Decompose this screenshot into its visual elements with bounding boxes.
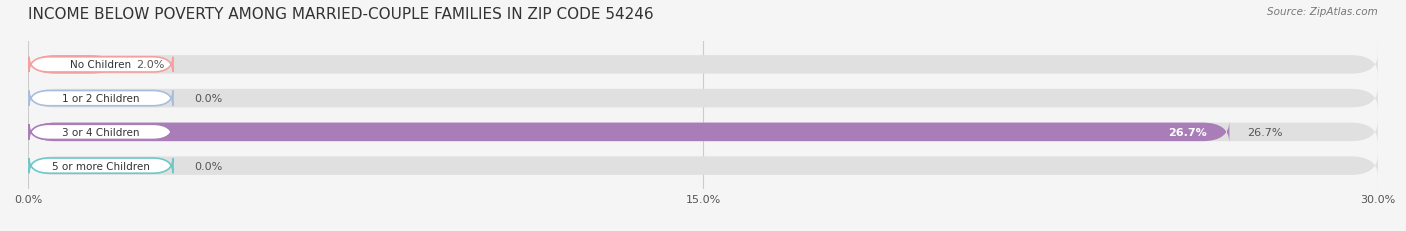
FancyBboxPatch shape [28,54,118,76]
FancyBboxPatch shape [28,88,1378,110]
FancyBboxPatch shape [30,125,173,140]
Text: 5 or more Children: 5 or more Children [52,161,150,171]
Text: 2.0%: 2.0% [136,60,165,70]
FancyBboxPatch shape [30,58,173,73]
Text: 0.0%: 0.0% [194,161,222,171]
Text: INCOME BELOW POVERTY AMONG MARRIED-COUPLE FAMILIES IN ZIP CODE 54246: INCOME BELOW POVERTY AMONG MARRIED-COUPL… [28,7,654,22]
FancyBboxPatch shape [30,91,173,106]
FancyBboxPatch shape [30,158,173,173]
FancyBboxPatch shape [28,54,1378,76]
FancyBboxPatch shape [28,121,1378,143]
Text: 26.7%: 26.7% [1247,127,1282,137]
Text: 26.7%: 26.7% [1168,127,1206,137]
Text: Source: ZipAtlas.com: Source: ZipAtlas.com [1267,7,1378,17]
Text: 3 or 4 Children: 3 or 4 Children [62,127,139,137]
FancyBboxPatch shape [28,121,1229,143]
Text: 0.0%: 0.0% [194,94,222,104]
Text: 1 or 2 Children: 1 or 2 Children [62,94,139,104]
Text: No Children: No Children [70,60,132,70]
FancyBboxPatch shape [28,155,1378,177]
